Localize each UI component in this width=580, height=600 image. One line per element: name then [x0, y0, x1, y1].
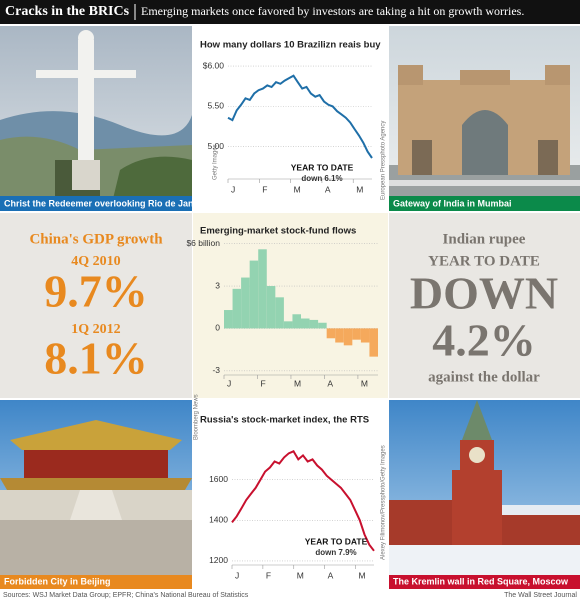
y-tick-label: $6.00 — [203, 60, 225, 70]
photo-credit: European Pressphoto Agency — [381, 121, 387, 200]
china-panel — [0, 213, 192, 398]
sources: Sources: WSJ Market Data Group; EPFR; Ch… — [3, 592, 249, 599]
x-tick-label: A — [325, 184, 331, 194]
annotation-text: down 7.9% — [315, 548, 356, 557]
header-bar — [0, 0, 580, 24]
photo-credit: Bloomberg News — [194, 394, 200, 440]
bar — [309, 319, 319, 329]
photo-caption: Christ the Redeemer overlooking Rio de J… — [4, 198, 211, 208]
photo-rio — [0, 26, 192, 211]
bar — [283, 321, 293, 329]
india-line: against the dollar — [428, 369, 540, 385]
y-tick-label: 5.00 — [207, 141, 224, 151]
photo-caption: The Kremlin wall in Red Square, Moscow — [393, 576, 569, 586]
caption-bar — [0, 196, 192, 211]
bar — [241, 277, 250, 329]
photo-moscow — [389, 400, 580, 589]
chart-title: Russia's stock-market index, the RTS — [200, 415, 369, 426]
x-tick-label: J — [231, 184, 235, 194]
caption-bar — [0, 575, 192, 589]
header-subtitle: Emerging markets once favored by investo… — [141, 4, 524, 18]
china-title: China's GDP growth — [29, 231, 163, 247]
india-line: YEAR TO DATE — [428, 253, 540, 269]
annotation-title: YEAR TO DATE — [305, 536, 368, 546]
x-tick-label: J — [227, 378, 231, 388]
bar — [249, 260, 259, 329]
bar — [360, 328, 370, 343]
india-down: DOWN — [410, 268, 558, 319]
bar — [352, 328, 361, 340]
chart-panel — [193, 26, 388, 211]
bar — [292, 314, 301, 329]
line — [231, 450, 375, 552]
caption-bar — [389, 575, 580, 589]
x-tick-label: M — [361, 378, 368, 388]
bar — [258, 249, 267, 329]
y-tick-label: $6 billion — [186, 238, 220, 248]
y-tick-label: 1200 — [209, 555, 228, 565]
gdp-value: 8.1% — [44, 333, 148, 384]
photo-credit: Getty Images — [213, 144, 219, 180]
bar — [224, 310, 233, 329]
india-value: 4.2% — [432, 315, 536, 366]
header-title: Cracks in the BRICs — [5, 4, 130, 19]
bar — [343, 328, 353, 346]
india-title: Indian rupee — [443, 231, 526, 247]
line — [227, 74, 373, 159]
x-tick-label: F — [260, 378, 265, 388]
bar — [232, 288, 242, 329]
caption-bar — [389, 196, 580, 211]
y-tick-label: 1400 — [209, 515, 228, 525]
period: 4Q 2010 — [71, 254, 120, 269]
india-panel — [389, 213, 580, 398]
bar — [318, 322, 327, 329]
photo-caption: Gateway of India in Mumbai — [393, 198, 512, 208]
bar — [275, 297, 284, 329]
photo-credit: Alexey Filimonov/Pressphoto/Getty Images — [381, 445, 387, 560]
bar — [266, 286, 276, 329]
x-tick-label: M — [294, 184, 301, 194]
chart-title: Emerging-market stock-fund flows — [200, 226, 356, 237]
y-tick-label: 5.50 — [207, 101, 224, 111]
x-tick-label: J — [235, 570, 239, 580]
x-tick-label: F — [262, 184, 267, 194]
gdp-value: 9.7% — [44, 266, 148, 317]
photo-beijing — [0, 400, 192, 589]
photo-caption: Forbidden City in Beijing — [4, 576, 111, 586]
y-tick-label: 3 — [215, 280, 220, 290]
period: 1Q 2012 — [71, 322, 120, 337]
x-tick-label: A — [328, 570, 334, 580]
x-tick-label: M — [297, 570, 304, 580]
photo-mumbai — [389, 26, 580, 211]
x-tick-label: M — [358, 570, 365, 580]
chart-panel — [193, 213, 388, 398]
annotation-title: YEAR TO DATE — [291, 162, 354, 172]
y-tick-label: 0 — [215, 323, 220, 333]
x-tick-label: F — [266, 570, 271, 580]
brand: The Wall Street Journal — [504, 592, 577, 599]
annotation-text: down 6.1% — [301, 174, 342, 183]
bar — [301, 318, 310, 329]
bar — [369, 328, 378, 357]
y-tick-label: 1600 — [209, 474, 228, 484]
chart-panel — [193, 400, 388, 589]
x-tick-label: M — [294, 378, 301, 388]
y-tick-label: -3 — [212, 365, 220, 375]
x-tick-label: M — [356, 184, 363, 194]
x-tick-label: A — [327, 378, 333, 388]
bar — [326, 328, 336, 339]
bar — [335, 328, 344, 343]
chart-title: How many dollars 10 Brazilizn reais buy — [200, 40, 381, 51]
